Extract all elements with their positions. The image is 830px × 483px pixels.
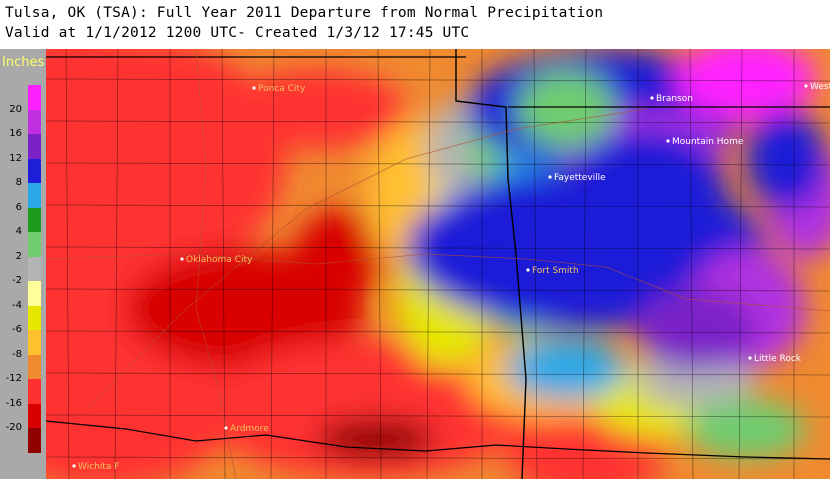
legend-bin	[28, 134, 41, 159]
county-line	[738, 48, 743, 480]
legend-bin	[28, 158, 41, 183]
legend-bin	[28, 305, 41, 330]
city-little-rock: Little Rock	[754, 354, 802, 364]
legend: Inches 20 16 12 8 6 4 2 -2 -4 -6 -8 -12 -16 -20	[0, 49, 46, 479]
legend-bin	[28, 207, 41, 232]
legend-bin	[28, 183, 41, 208]
city-fayetteville: Fayetteville	[554, 173, 606, 183]
county-line	[45, 330, 830, 334]
county-line	[426, 48, 431, 480]
county-line	[45, 78, 830, 82]
city-oklahoma-city: Oklahoma City	[186, 255, 253, 265]
city-ardmore: Ardmore	[230, 424, 269, 434]
city-fort-smith: Fort Smith	[532, 266, 579, 276]
city-dot	[650, 96, 654, 100]
county-line	[377, 48, 382, 480]
city-dot	[666, 139, 670, 143]
legend-bin	[28, 354, 41, 379]
precip-field	[0, 29, 830, 483]
city-dot	[526, 268, 530, 272]
highways	[45, 48, 830, 480]
legend-bin	[28, 85, 41, 110]
city-markers	[72, 84, 808, 468]
city-dot	[180, 257, 184, 261]
legend-bin	[28, 379, 41, 404]
city-dot	[72, 464, 76, 468]
map-canvas: Ponca City Branson West Mountain Home Fa…	[0, 29, 830, 483]
precip-region	[746, 109, 826, 209]
legend-tick-label: -2	[12, 275, 22, 286]
city-wichita-falls: Wichita F	[78, 462, 119, 472]
legend-bin	[28, 232, 41, 257]
precip-region	[126, 249, 366, 369]
legend-bin	[28, 330, 41, 355]
county-line	[221, 48, 226, 480]
legend-tick-label: 2	[15, 250, 22, 262]
county-line	[45, 288, 830, 292]
legend-bin	[28, 403, 41, 428]
county-line	[114, 48, 119, 480]
county-line	[582, 48, 587, 480]
legend-tick-label: 20	[9, 103, 22, 115]
county-line	[45, 372, 830, 376]
precip-region	[516, 69, 616, 149]
legend-tick-label: -12	[5, 373, 22, 384]
county-line	[45, 204, 830, 208]
county-line	[45, 246, 830, 250]
ok-ar-border	[455, 49, 527, 480]
precip-region	[226, 69, 406, 149]
city-branson: Branson	[656, 94, 693, 104]
legend-title: Inches	[2, 55, 45, 70]
city-west-plains: West	[810, 82, 830, 92]
precip-region	[686, 399, 806, 459]
legend-tick-label: 16	[9, 128, 22, 139]
state-borders	[45, 49, 830, 480]
city-mountain-home: Mountain Home	[672, 137, 744, 147]
county-line	[45, 120, 830, 124]
precipitation-map: Ponca City Branson West Mountain Home Fa…	[0, 29, 830, 483]
legend-tick-label: 4	[15, 226, 22, 237]
legend-tick-label: -16	[5, 397, 22, 409]
i44-road	[85, 108, 647, 410]
county-line	[45, 162, 830, 166]
legend-tick-label: -4	[12, 299, 22, 311]
county-line	[45, 456, 830, 460]
legend-bin	[28, 109, 41, 134]
county-line	[689, 48, 694, 480]
county-line	[45, 414, 830, 418]
precip-region	[16, 29, 136, 109]
precip-region	[676, 39, 816, 119]
legend-bin	[28, 256, 41, 281]
city-dot	[804, 84, 808, 88]
county-grid	[45, 48, 830, 480]
county-line	[270, 48, 275, 480]
legend-tick-label: -6	[12, 324, 22, 335]
i35-road	[195, 48, 237, 480]
red-river-border	[45, 420, 830, 460]
city-ponca-city: Ponca City	[258, 84, 306, 94]
legend-tick-label: -20	[5, 422, 22, 433]
city-dot	[748, 356, 752, 360]
map-title: Tulsa, OK (TSA): Full Year 2011 Departur…	[5, 5, 604, 21]
precip-region	[566, 129, 726, 249]
precip-region	[316, 419, 436, 459]
county-line	[65, 48, 70, 480]
legend-tick-label: 8	[15, 177, 22, 188]
city-dot	[548, 175, 552, 179]
county-line	[533, 48, 538, 480]
city-labels: Ponca City Branson West Mountain Home Fa…	[78, 82, 830, 472]
legend-tick-label: 12	[9, 152, 22, 164]
legend-tick-label: 6	[15, 201, 22, 213]
legend-bin	[28, 281, 41, 306]
city-dot	[224, 426, 228, 430]
i40-road	[45, 253, 830, 312]
map-subtitle: Valid at 1/1/2012 1200 UTC- Created 1/3/…	[5, 25, 470, 41]
city-dot	[252, 86, 256, 90]
header: Tulsa, OK (TSA): Full Year 2011 Departur…	[0, 0, 830, 49]
legend-bin	[28, 428, 41, 453]
legend-tick-label: -8	[12, 348, 22, 360]
precip-region	[636, 289, 756, 369]
